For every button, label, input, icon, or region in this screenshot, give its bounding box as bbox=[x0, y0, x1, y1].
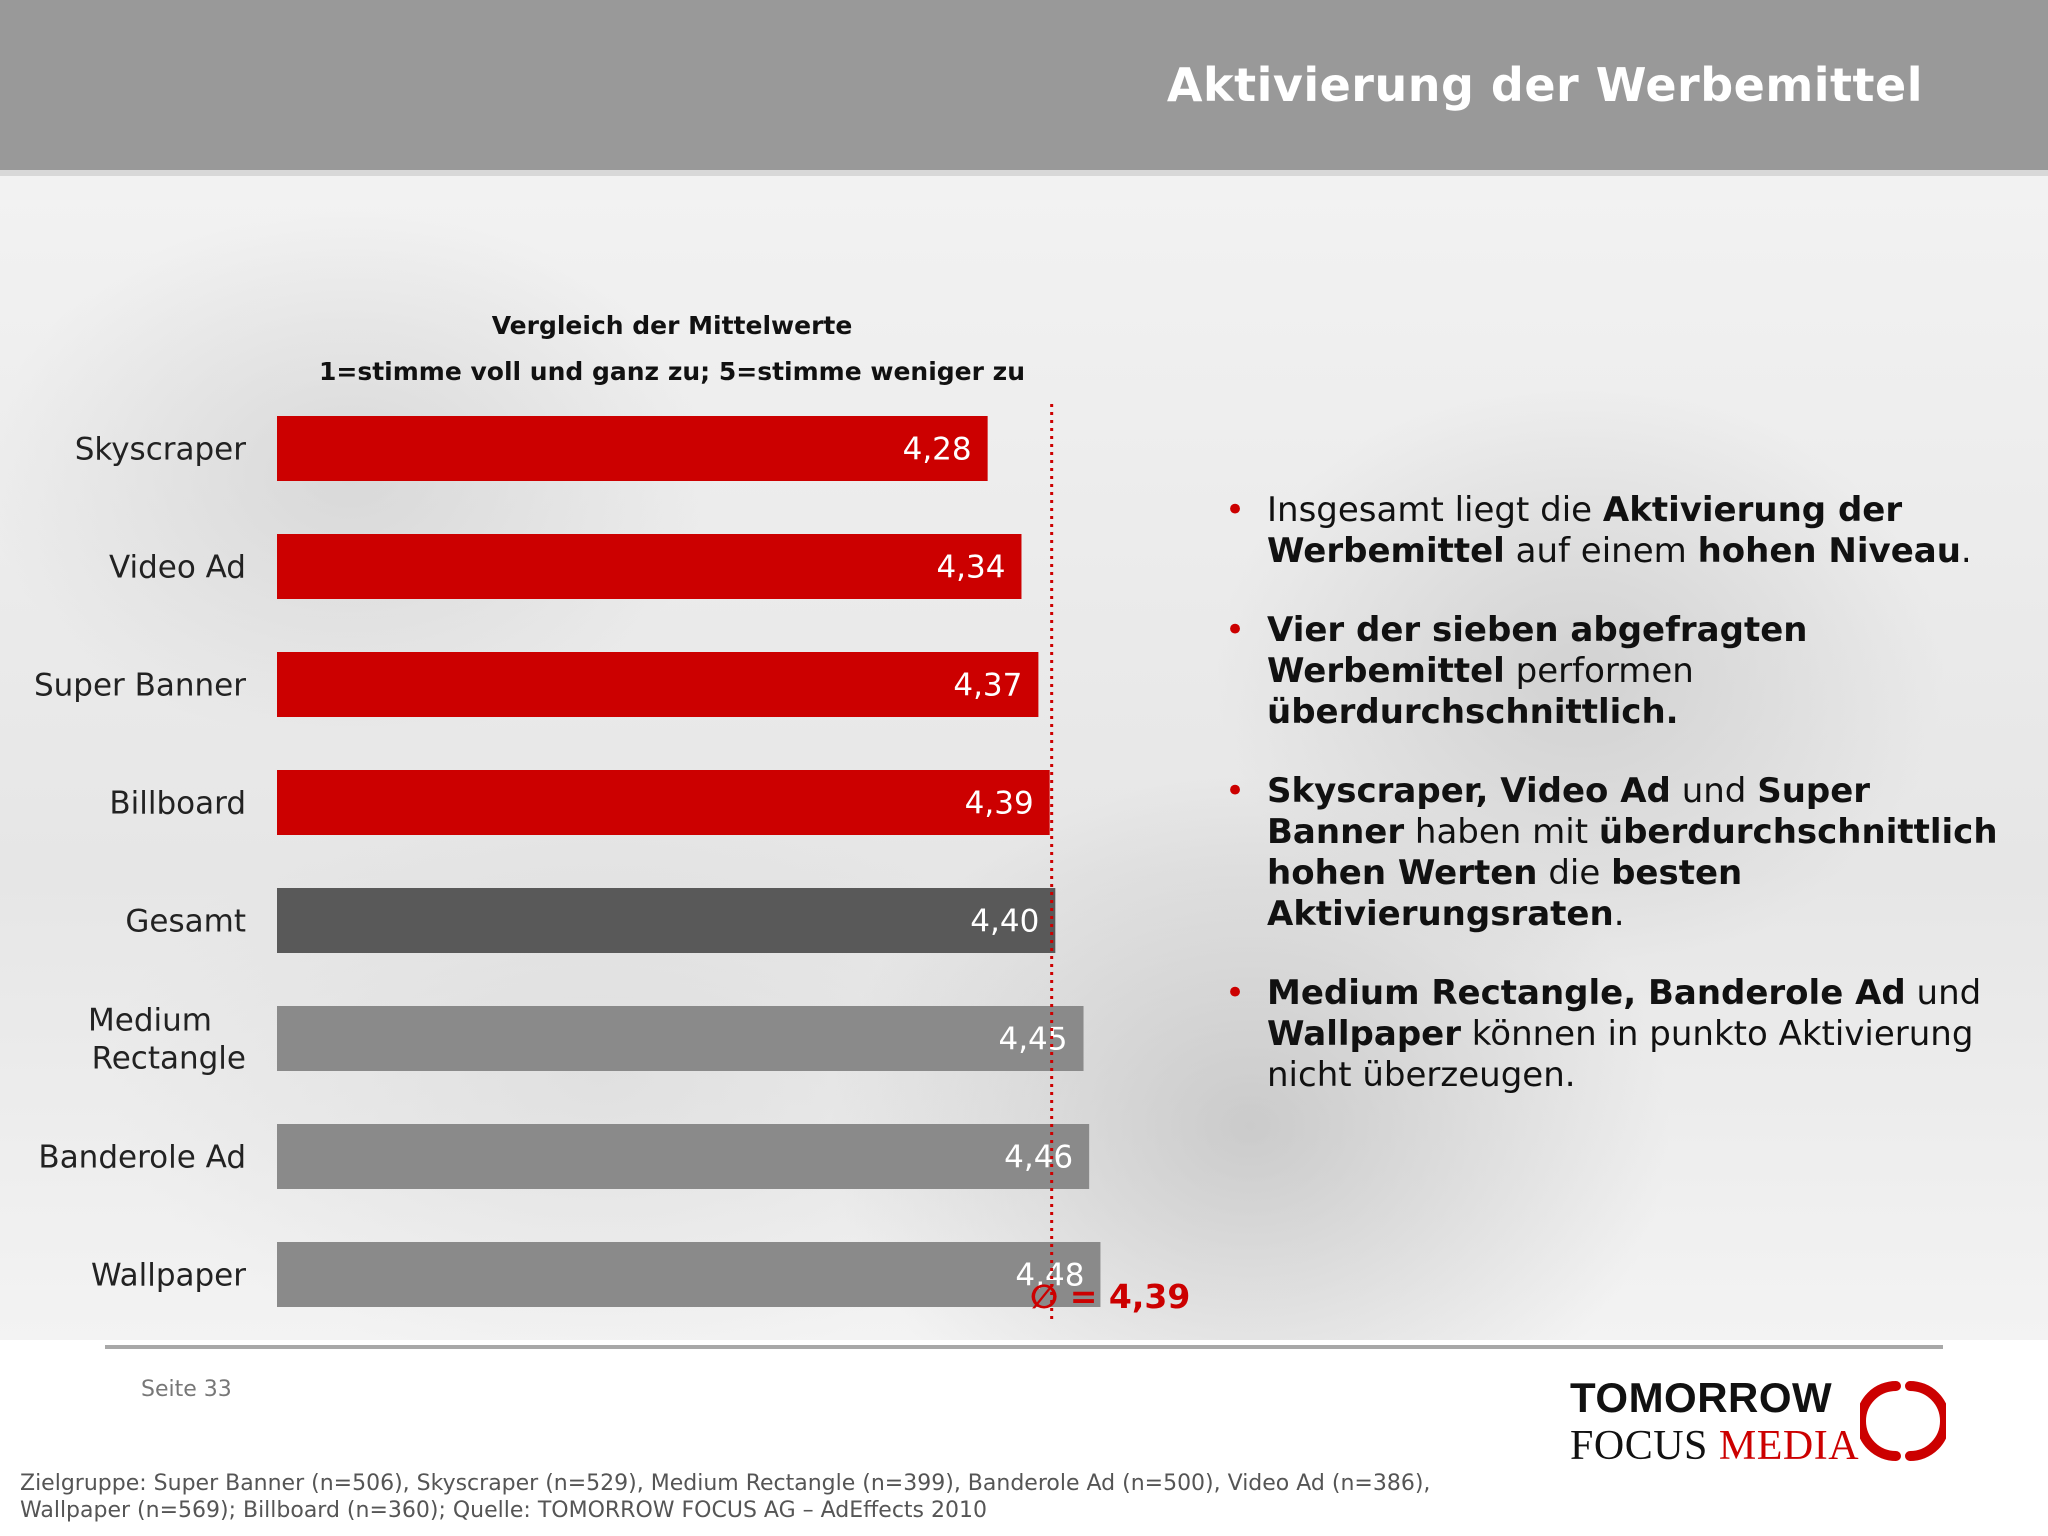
data-label: 4,37 bbox=[953, 668, 1022, 704]
bullet-item: Medium Rectangle, Banderole Ad und Wallp… bbox=[1225, 973, 2015, 1096]
bullet-bold-text: Vier der sieben abgefragten Werbemittel bbox=[1267, 610, 1808, 691]
category-label: Banderole Ad bbox=[38, 1140, 246, 1176]
chart-subtitle: 1=stimme voll und ganz zu; 5=stimme weni… bbox=[319, 357, 1025, 386]
data-label: 4,45 bbox=[998, 1022, 1067, 1058]
bullet-bold-text: Wallpaper bbox=[1267, 1014, 1461, 1054]
bullet-text: die bbox=[1537, 853, 1612, 893]
category-label: Wallpaper bbox=[91, 1258, 246, 1294]
bar-super-banner bbox=[277, 652, 1039, 717]
data-label: 4,39 bbox=[965, 786, 1034, 822]
bar-chart: Vergleich der Mittelwerte 1=stimme voll u… bbox=[34, 311, 1190, 1322]
bullet-text: . bbox=[1613, 894, 1625, 934]
data-label: 4,40 bbox=[970, 904, 1039, 940]
bullet-text: performen bbox=[1504, 651, 1694, 691]
bullet-item: Vier der sieben abgefragten Werbemittel … bbox=[1225, 610, 2015, 733]
category-label: Medium Rectangle bbox=[88, 1003, 246, 1077]
bullet-text: und bbox=[1905, 973, 1982, 1013]
bullet-item: Skyscraper, Video Ad und Super Banner ha… bbox=[1225, 771, 2015, 935]
bar-billboard bbox=[277, 770, 1050, 835]
bullet-bold-text: Medium Rectangle, Banderole Ad bbox=[1267, 973, 1906, 1013]
data-label: 4,28 bbox=[903, 432, 972, 468]
bar-wallpaper bbox=[277, 1242, 1101, 1307]
category-label: Gesamt bbox=[125, 904, 246, 940]
logo-focus-text: FOCUS bbox=[1570, 1423, 1708, 1469]
bullet-text: . bbox=[1960, 531, 1972, 571]
bullet-bold-text: Skyscraper, Video Ad bbox=[1267, 771, 1671, 811]
data-label: 4,48 bbox=[1015, 1258, 1084, 1294]
bullet-text: haben mit bbox=[1404, 812, 1599, 852]
data-label: 4,34 bbox=[936, 550, 1005, 586]
bullet-text: und bbox=[1670, 771, 1758, 811]
bullet-bold-text: Aktivierung der Werbemittel bbox=[1267, 490, 1903, 571]
bullet-bold-text: hohen Niveau bbox=[1697, 531, 1961, 571]
logo-line-2: FOCUS MEDIA bbox=[1570, 1422, 1859, 1470]
category-label: Skyscraper bbox=[75, 432, 247, 468]
page-title: Aktivierung der Werbemittel bbox=[1166, 58, 1923, 112]
header-divider bbox=[0, 170, 2048, 176]
bullet-bold-text: Super Banner bbox=[1267, 771, 1871, 852]
category-label: Super Banner bbox=[34, 668, 246, 704]
bullet-text: auf einem bbox=[1504, 531, 1698, 571]
bar-gesamt bbox=[277, 888, 1056, 953]
bullet-bold-text: überdurchschnittlich hohen Werten bbox=[1267, 812, 1998, 893]
bullet-bold-text: besten Aktivierungsraten bbox=[1267, 853, 1743, 934]
bar-medium-rectangle bbox=[277, 1006, 1084, 1071]
bar-banderole-ad bbox=[277, 1124, 1090, 1189]
bullet-list: Insgesamt liegt die Aktivierung der Werb… bbox=[1225, 490, 2015, 1134]
bar-skyscraper bbox=[277, 416, 988, 481]
bullet-text: Insgesamt liegt die bbox=[1267, 490, 1603, 530]
average-label: ∅ = 4,39 bbox=[1030, 1277, 1190, 1316]
category-label: Billboard bbox=[109, 786, 246, 822]
bullet-item: Insgesamt liegt die Aktivierung der Werb… bbox=[1225, 490, 2015, 572]
logo-media-text: MEDIA bbox=[1718, 1423, 1860, 1469]
chart-title: Vergleich der Mittelwerte bbox=[492, 311, 853, 340]
footer-divider bbox=[105, 1345, 1943, 1349]
data-label: 4,46 bbox=[1004, 1140, 1073, 1176]
page-number: Seite 33 bbox=[141, 1377, 232, 1402]
category-label-line: Medium bbox=[88, 1003, 212, 1039]
category-label-line: Rectangle bbox=[92, 1041, 246, 1077]
category-label: Video Ad bbox=[109, 550, 246, 586]
header-bar: Aktivierung der Werbemittel bbox=[0, 0, 2048, 170]
logo-line-1: TOMORROW bbox=[1570, 1374, 1833, 1421]
bar-video-ad bbox=[277, 534, 1022, 599]
logo-ring-icon bbox=[1860, 1381, 1946, 1461]
bullet-text: können in punkto Aktivierung nicht überz… bbox=[1267, 1014, 1974, 1095]
bullet-bold-text: überdurchschnittlich. bbox=[1267, 692, 1679, 732]
tomorrow-focus-media-logo: TOMORROW FOCUS MEDIA bbox=[1568, 1372, 1948, 1472]
source-note: Zielgruppe: Super Banner (n=506), Skyscr… bbox=[20, 1471, 1431, 1523]
